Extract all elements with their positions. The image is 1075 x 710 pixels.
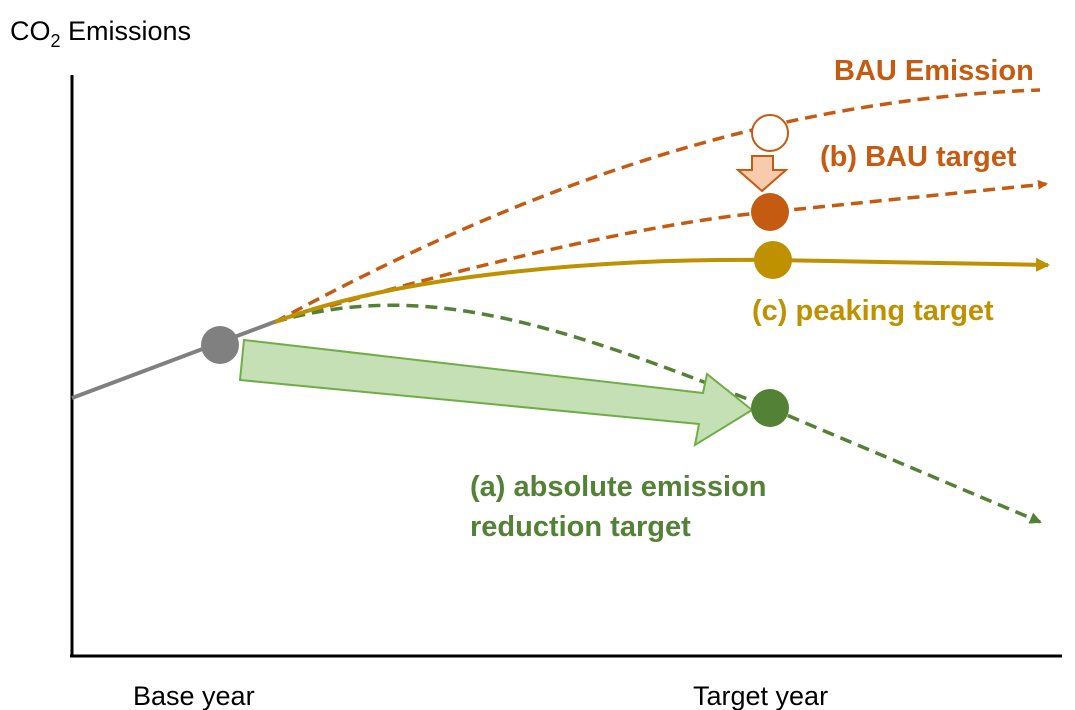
- absolute-label: reduction target: [470, 511, 691, 543]
- bau-label: BAU Emission: [834, 55, 1034, 87]
- down-arrow: [735, 155, 789, 193]
- bau-target-label: (b) BAU target: [820, 141, 1017, 173]
- absolute-label: (a) absolute emission: [470, 471, 767, 503]
- bau-point: [751, 114, 789, 152]
- bau-line: [274, 88, 1041, 324]
- peaking-label: (c) peaking target: [752, 295, 994, 327]
- y-axis-label: CO2 Emissions: [10, 16, 191, 51]
- x-label: Target year: [693, 681, 828, 710]
- peaking-line: [274, 257, 1050, 324]
- history-line: [71, 319, 278, 400]
- reduction-arrow: [238, 338, 754, 448]
- base-point: [201, 326, 239, 364]
- bau-target-point: [751, 193, 789, 231]
- peaking-point: [754, 241, 792, 279]
- x-label: Base year: [133, 681, 255, 710]
- absolute-point: [751, 389, 789, 427]
